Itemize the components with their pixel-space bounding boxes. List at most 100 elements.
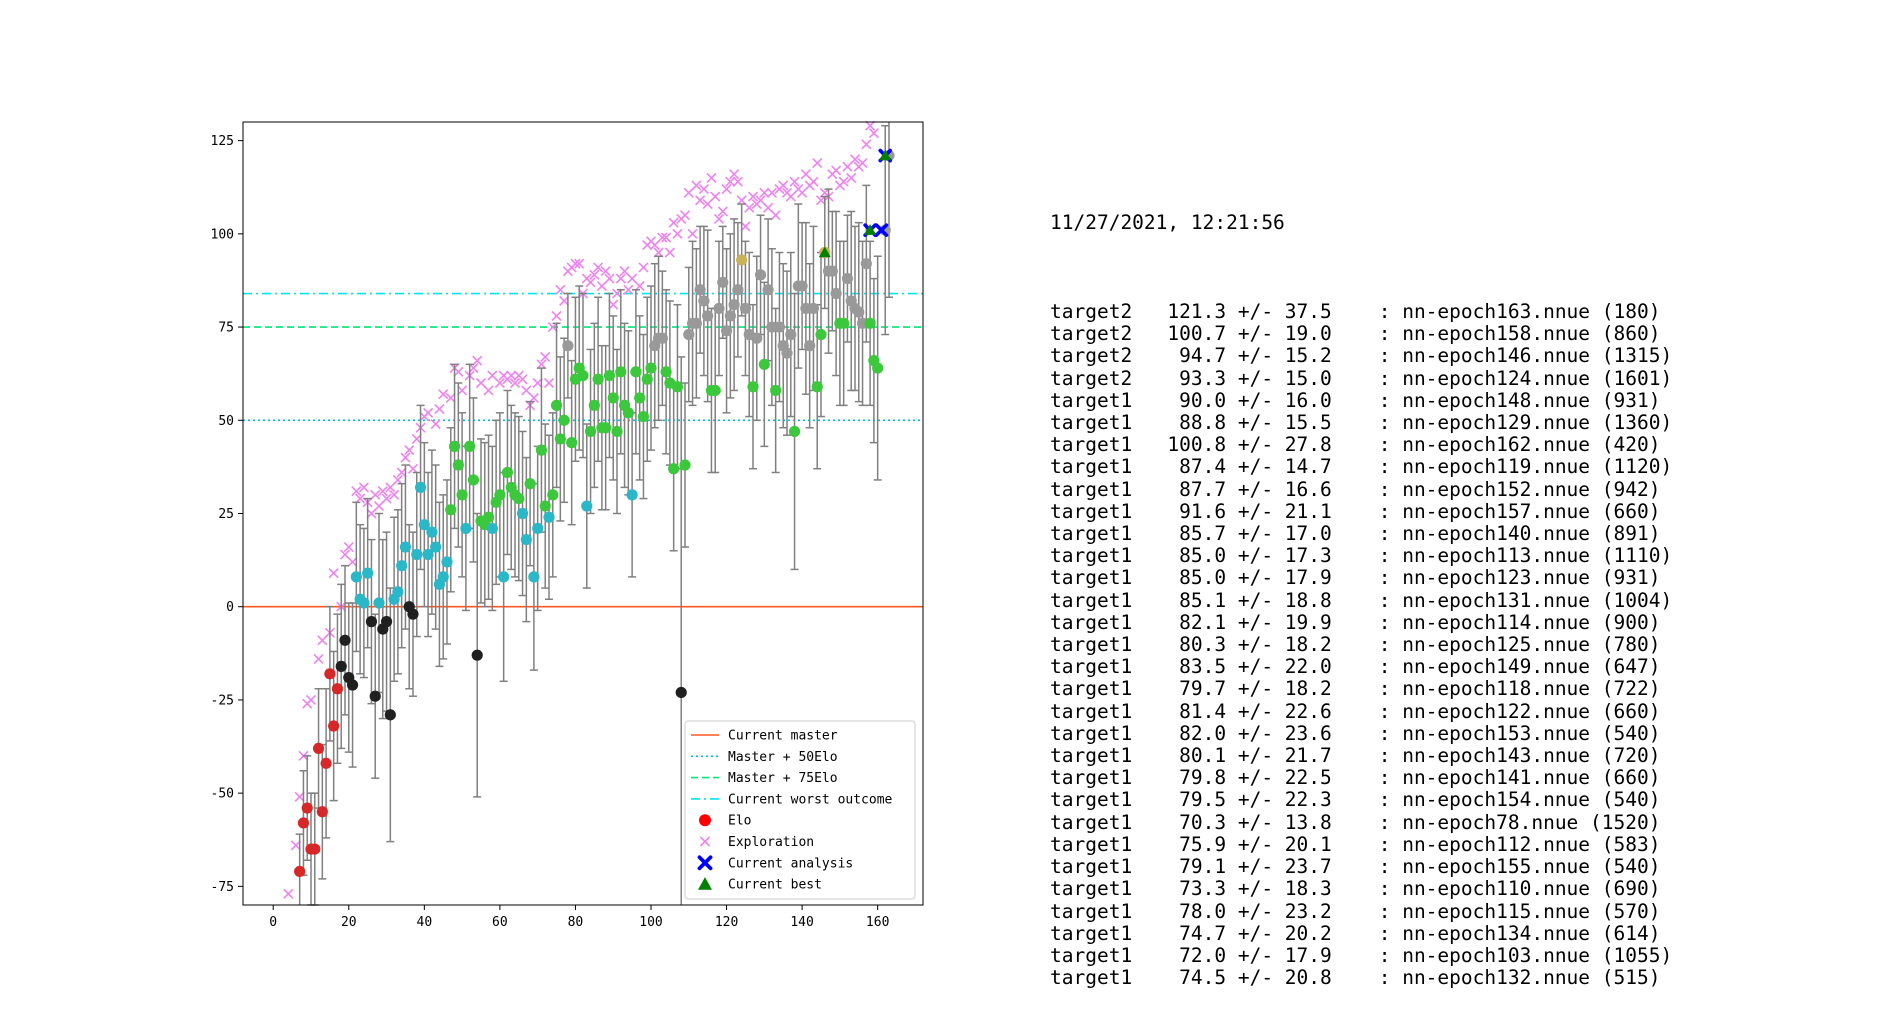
exploration-point — [283, 888, 294, 899]
exploration-point — [868, 128, 879, 139]
legend-box — [684, 720, 916, 900]
exploration-point — [604, 273, 615, 284]
exploration-point — [846, 172, 857, 183]
x-tick-label: 160 — [866, 915, 889, 930]
elo-point — [577, 369, 589, 382]
elo-point — [380, 616, 393, 628]
current-analysis-point — [874, 223, 889, 237]
exploration-point — [366, 508, 377, 519]
exploration-point — [600, 266, 611, 277]
elo-point — [720, 325, 733, 337]
elo-point — [418, 519, 430, 531]
exploration-point — [778, 180, 789, 191]
exploration-point — [411, 433, 422, 444]
result-row: target2 100.7 +/- 19.0 : nn-epoch158.nnu… — [1050, 322, 1661, 346]
elo-point — [615, 366, 627, 378]
result-row: target1 73.3 +/- 18.3 : nn-epoch110.nnue… — [1050, 877, 1661, 901]
legend-label: Master + 50Elo — [728, 750, 838, 765]
exploration-point — [683, 187, 694, 198]
result-row: target1 100.8 +/- 27.8 : nn-epoch162.nnu… — [1050, 433, 1661, 457]
legend-swatch — [699, 814, 711, 827]
exploration-point — [457, 385, 468, 396]
exploration-point — [596, 280, 607, 292]
result-row: target1 74.5 +/- 20.8 : nn-epoch132.nnue… — [1050, 966, 1661, 990]
elo-point — [807, 302, 820, 315]
elo-point — [634, 392, 646, 404]
elo-point — [603, 369, 616, 382]
elo-markers — [294, 149, 895, 878]
result-row: target1 79.1 +/- 23.7 : nn-epoch155.nnue… — [1050, 855, 1661, 879]
result-row: target1 88.8 +/- 15.5 : nn-epoch129.nnue… — [1050, 411, 1673, 435]
elo-point — [815, 328, 827, 341]
exploration-point — [385, 482, 396, 493]
current-best-point — [864, 224, 877, 235]
exploration-point — [740, 221, 751, 232]
elo-point — [328, 720, 340, 732]
current-best-point — [818, 246, 831, 258]
exploration-point — [532, 377, 543, 389]
elo-point — [588, 399, 600, 411]
exploration-point — [396, 467, 407, 478]
elo-point — [297, 817, 310, 829]
elo-point — [550, 399, 563, 411]
result-row: target1 81.4 +/- 22.6 : nn-epoch122.nnue… — [1050, 699, 1661, 723]
y-tick-label: -75 — [211, 880, 234, 895]
elo-point — [781, 347, 793, 359]
elo-point — [611, 425, 623, 438]
elo-point — [747, 381, 759, 393]
exploration-point — [593, 262, 604, 273]
exploration-point — [328, 568, 339, 579]
exploration-point — [785, 191, 796, 202]
elo-point — [456, 489, 468, 501]
elo-point — [399, 541, 412, 553]
elo-point — [524, 478, 536, 490]
elo-point — [339, 634, 351, 646]
elo-point — [437, 571, 449, 583]
exploration-point — [759, 187, 770, 198]
exploration-point — [343, 541, 354, 553]
elo-point — [441, 556, 453, 568]
exploration-point — [725, 176, 736, 187]
x-tick-label: 20 — [341, 915, 357, 930]
exploration-point — [849, 154, 861, 165]
exploration-point — [370, 489, 381, 500]
elo-point — [864, 317, 876, 329]
exploration-point — [797, 187, 808, 198]
legend-label: Current worst outcome — [728, 792, 893, 807]
timestamp: 11/27/2021, 12:21:56 — [1050, 211, 1285, 235]
exploration-point — [695, 195, 706, 206]
result-row: target2 121.3 +/- 37.5 : nn-epoch163.nnu… — [1050, 300, 1661, 324]
elo-point — [392, 586, 404, 598]
exploration-point — [475, 377, 487, 389]
exploration-point — [763, 202, 774, 213]
elo-point — [482, 511, 495, 523]
elo-point — [600, 422, 612, 434]
legend-label: Current best — [728, 878, 822, 893]
elo-point — [350, 571, 362, 583]
result-row: target1 91.6 +/- 21.1 : nn-epoch157.nnue… — [1050, 499, 1661, 523]
exploration-point — [865, 120, 876, 131]
exploration-point — [661, 232, 672, 243]
exploration-point — [721, 184, 732, 195]
elo-point — [373, 597, 385, 609]
elo-point — [683, 328, 695, 341]
result-row: target1 85.1 +/- 18.8 : nn-epoch131.nnue… — [1050, 588, 1673, 612]
elo-point — [592, 373, 604, 385]
exploration-point — [627, 273, 638, 284]
legend-swatch — [699, 836, 711, 847]
elo-point — [581, 500, 593, 512]
exploration-point — [842, 161, 853, 172]
exploration-point — [445, 392, 456, 403]
result-row: target2 94.7 +/- 15.2 : nn-epoch146.nnue… — [1050, 344, 1673, 368]
elo-point — [558, 414, 570, 426]
elo-point — [607, 392, 619, 404]
elo-point — [630, 366, 642, 378]
y-tick-label: -50 — [211, 787, 234, 802]
exploration-point — [430, 418, 441, 430]
elo-point — [758, 358, 770, 370]
elo-point — [679, 459, 691, 471]
elo-point — [414, 481, 427, 493]
legend-swatch — [698, 877, 712, 890]
exploration-point — [623, 284, 634, 295]
x-tick-label: 120 — [715, 915, 738, 930]
